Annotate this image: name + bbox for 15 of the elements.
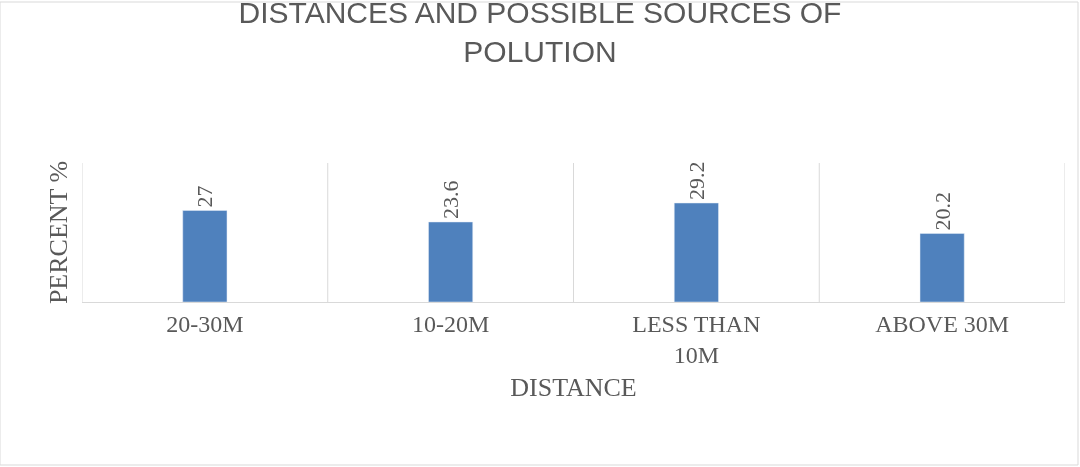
data-label: 23.6 bbox=[438, 180, 464, 219]
x-tick-label: LESS THAN 10M bbox=[632, 310, 761, 368]
bar bbox=[182, 210, 228, 302]
x-tick-label: ABOVE 30M bbox=[875, 310, 1010, 337]
bar bbox=[919, 233, 965, 302]
data-label: 29.2 bbox=[683, 161, 709, 200]
x-tick-label: 20-30M bbox=[166, 310, 244, 337]
data-label: 27 bbox=[192, 185, 218, 208]
x-axis-title: DISTANCE bbox=[510, 372, 637, 402]
bar bbox=[674, 202, 719, 302]
bar bbox=[428, 221, 473, 302]
chart-title: DISTANCES AND POSSIBLE SOURCES OF POLUTION bbox=[238, 0, 842, 69]
y-axis-title: PERCENT % bbox=[44, 160, 74, 305]
x-tick-label: 10-20M bbox=[411, 310, 490, 337]
data-label: 20.2 bbox=[929, 192, 955, 231]
